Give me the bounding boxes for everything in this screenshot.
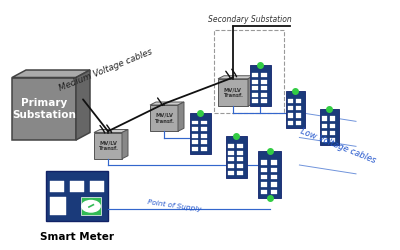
- Polygon shape: [46, 171, 108, 221]
- Polygon shape: [262, 80, 267, 84]
- Polygon shape: [296, 121, 302, 125]
- Polygon shape: [261, 182, 267, 187]
- Text: Low Voltage cables: Low Voltage cables: [299, 127, 377, 166]
- Polygon shape: [81, 197, 101, 215]
- Polygon shape: [262, 100, 267, 103]
- Polygon shape: [262, 93, 267, 97]
- Polygon shape: [258, 151, 281, 198]
- Polygon shape: [202, 134, 207, 138]
- Polygon shape: [228, 164, 234, 168]
- Polygon shape: [330, 131, 336, 135]
- Polygon shape: [202, 120, 207, 124]
- Polygon shape: [202, 127, 207, 131]
- Polygon shape: [238, 171, 243, 174]
- Polygon shape: [228, 151, 234, 155]
- Polygon shape: [238, 164, 243, 168]
- Polygon shape: [252, 86, 258, 90]
- Polygon shape: [261, 175, 267, 180]
- Polygon shape: [271, 182, 277, 187]
- Polygon shape: [261, 160, 267, 165]
- Polygon shape: [150, 105, 178, 131]
- Polygon shape: [262, 86, 267, 90]
- Polygon shape: [296, 99, 302, 103]
- Text: Smart Meter: Smart Meter: [40, 232, 114, 242]
- Polygon shape: [248, 76, 254, 106]
- Polygon shape: [252, 80, 258, 84]
- Polygon shape: [190, 112, 211, 154]
- Polygon shape: [202, 140, 207, 144]
- Polygon shape: [238, 144, 243, 148]
- Polygon shape: [320, 109, 339, 145]
- Polygon shape: [218, 79, 248, 106]
- Circle shape: [82, 200, 100, 212]
- Text: MV/LV
Transf.: MV/LV Transf.: [98, 140, 118, 151]
- Polygon shape: [288, 99, 293, 103]
- Text: Secondary Substation: Secondary Substation: [208, 15, 292, 24]
- Polygon shape: [250, 65, 271, 106]
- Polygon shape: [178, 102, 184, 131]
- Text: Medium Voltage cables: Medium Voltage cables: [58, 47, 154, 93]
- Polygon shape: [122, 130, 128, 159]
- Polygon shape: [218, 76, 254, 79]
- Polygon shape: [50, 181, 64, 192]
- Polygon shape: [228, 144, 234, 148]
- Polygon shape: [271, 190, 277, 194]
- Polygon shape: [90, 181, 104, 192]
- Polygon shape: [296, 114, 302, 118]
- Text: MV/LV
Transf.: MV/LV Transf.: [154, 113, 174, 124]
- Polygon shape: [238, 158, 243, 162]
- Polygon shape: [192, 127, 198, 131]
- Polygon shape: [288, 114, 293, 118]
- Polygon shape: [150, 102, 184, 105]
- Polygon shape: [271, 160, 277, 165]
- Polygon shape: [238, 151, 243, 155]
- Polygon shape: [262, 73, 267, 77]
- Polygon shape: [271, 168, 277, 172]
- Polygon shape: [322, 138, 327, 142]
- Polygon shape: [288, 106, 293, 110]
- Polygon shape: [12, 70, 90, 78]
- Text: MV/LV
Transf.: MV/LV Transf.: [223, 87, 243, 98]
- Polygon shape: [226, 136, 247, 177]
- Polygon shape: [261, 190, 267, 194]
- Polygon shape: [228, 158, 234, 162]
- Polygon shape: [94, 130, 128, 132]
- Polygon shape: [50, 197, 66, 215]
- Polygon shape: [296, 106, 302, 110]
- Polygon shape: [202, 147, 207, 151]
- Text: Point of Supply: Point of Supply: [147, 200, 201, 213]
- Polygon shape: [330, 116, 336, 121]
- Polygon shape: [271, 175, 277, 180]
- Polygon shape: [192, 134, 198, 138]
- Polygon shape: [192, 147, 198, 151]
- Polygon shape: [192, 140, 198, 144]
- Polygon shape: [228, 171, 234, 174]
- Polygon shape: [330, 138, 336, 142]
- Polygon shape: [330, 124, 336, 128]
- Polygon shape: [252, 100, 258, 103]
- Polygon shape: [252, 93, 258, 97]
- Polygon shape: [94, 132, 122, 159]
- Polygon shape: [70, 181, 84, 192]
- Polygon shape: [252, 73, 258, 77]
- Polygon shape: [12, 78, 76, 140]
- Polygon shape: [322, 116, 327, 121]
- Polygon shape: [322, 124, 327, 128]
- Text: Primary
Substation: Primary Substation: [12, 98, 76, 120]
- Polygon shape: [286, 91, 305, 128]
- Polygon shape: [261, 168, 267, 172]
- Polygon shape: [76, 70, 90, 140]
- Polygon shape: [192, 120, 198, 124]
- Polygon shape: [322, 131, 327, 135]
- Polygon shape: [288, 121, 293, 125]
